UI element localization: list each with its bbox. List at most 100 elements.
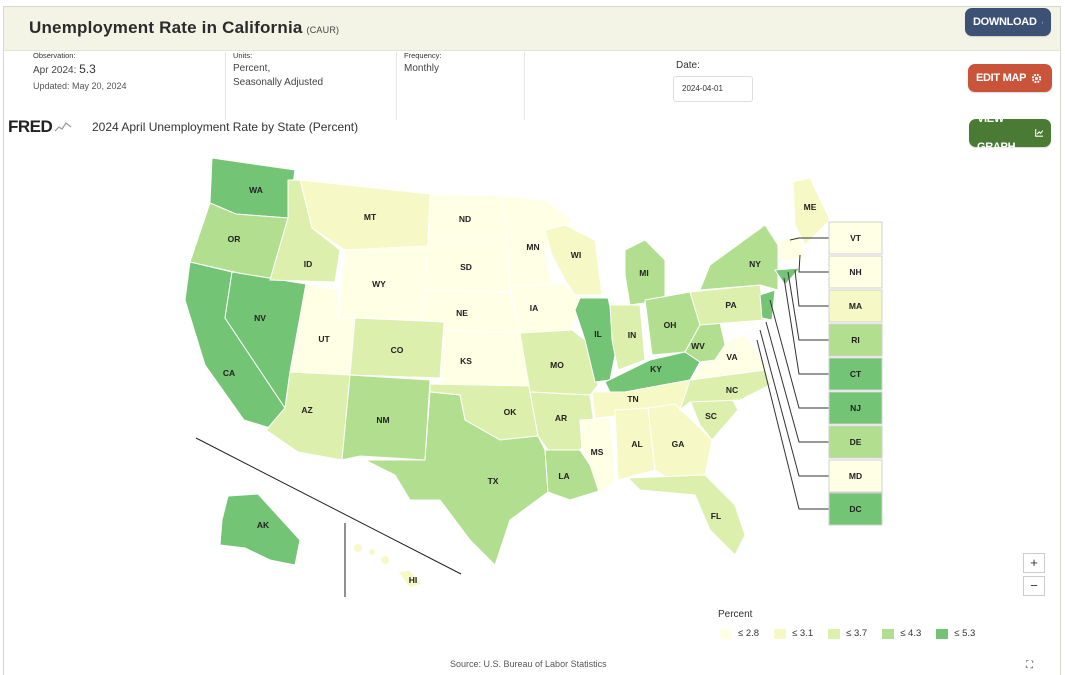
legend-label: ≤ 4.3 — [900, 628, 922, 639]
state-nm[interactable] — [341, 374, 431, 461]
state-ia[interactable] — [509, 283, 581, 334]
observation-value: 5.3 — [79, 62, 96, 76]
download-button[interactable]: DOWNLOAD — [965, 8, 1051, 36]
state-ms[interactable] — [579, 417, 616, 496]
state-label: SD — [460, 262, 472, 272]
legend-item: ≤ 5.3 — [936, 628, 975, 639]
state-label: IA — [530, 303, 539, 313]
small-state-label: DE — [850, 437, 862, 447]
legend-label: ≤ 3.7 — [846, 628, 868, 639]
small-state-box-dc[interactable] — [828, 492, 883, 526]
state-label: AK — [257, 520, 270, 530]
state-wi[interactable] — [544, 224, 603, 296]
units-block: Units: Percent, Seasonally Adjusted — [233, 51, 323, 90]
state-ks[interactable] — [439, 329, 531, 387]
legend-item: ≤ 4.3 — [882, 628, 921, 639]
state-ctnj[interactable] — [774, 267, 802, 286]
state-label: CA — [223, 368, 235, 378]
gear-icon — [1031, 73, 1042, 83]
state-label: OR — [228, 234, 241, 244]
map-title: 2024 April Unemployment Rate by State (P… — [92, 120, 359, 134]
divider — [225, 52, 226, 120]
state-label: FL — [711, 511, 721, 521]
observation-label: Observation: — [33, 51, 76, 60]
state-label: NC — [726, 385, 738, 395]
state-tx[interactable] — [364, 391, 549, 566]
date-input[interactable]: 2024-04-01 — [673, 76, 753, 102]
small-state-label: CT — [850, 369, 862, 379]
small-state-box-md[interactable] — [828, 459, 883, 493]
small-state-box-nh[interactable] — [828, 255, 883, 289]
state-label: MI — [639, 268, 648, 278]
small-state-box-ri[interactable] — [828, 323, 883, 357]
small-state-label: VT — [850, 233, 862, 243]
state-hi-island[interactable] — [354, 544, 362, 552]
state-mn[interactable] — [501, 195, 573, 287]
title-text: Unemployment Rate in California — [29, 18, 303, 37]
expand-icon[interactable]: ⛶ — [1026, 660, 1033, 671]
state-ne6[interactable] — [777, 235, 806, 263]
state-ak[interactable] — [219, 493, 301, 566]
units-line2: Seasonally Adjusted — [233, 77, 324, 88]
legend-item: ≤ 2.8 — [720, 628, 759, 639]
small-state-box-nj[interactable] — [828, 391, 883, 425]
callout-line — [794, 269, 829, 307]
header-bar: Unemployment Rate in California (CAUR) — [4, 7, 1060, 51]
state-nj2[interactable] — [759, 289, 776, 321]
state-label: AZ — [301, 405, 312, 415]
callout-line — [787, 271, 829, 341]
source-note: Source: U.S. Bureau of Labor Statistics — [450, 659, 607, 669]
small-state-label: NH — [849, 267, 861, 277]
small-state-box-de[interactable] — [828, 425, 883, 459]
state-label: WA — [249, 185, 263, 195]
state-hi-island[interactable] — [381, 556, 389, 564]
state-hi[interactable] — [397, 569, 423, 589]
view-graph-label: VIEW GRAPH — [977, 113, 1016, 153]
state-label: KS — [460, 356, 472, 366]
state-label: WY — [372, 279, 386, 289]
state-label: IN — [628, 330, 637, 340]
callout-line — [765, 321, 829, 443]
state-label: PA — [725, 300, 736, 310]
small-state-label: RI — [851, 335, 860, 345]
view-graph-button[interactable]: VIEW GRAPH — [969, 113, 1051, 153]
download-label: DOWNLOAD — [973, 16, 1037, 28]
edit-map-button[interactable]: EDIT MAP — [968, 64, 1052, 92]
updated-date: Updated: May 20, 2024 — [33, 81, 127, 91]
frequency-label: Frequency: — [404, 51, 442, 60]
state-label: LA — [558, 471, 569, 481]
state-hi-island[interactable] — [369, 549, 375, 555]
state-label: MO — [550, 360, 564, 370]
zoom-out-button[interactable]: − — [1023, 576, 1045, 596]
state-label: WV — [691, 341, 705, 351]
state-label: NE — [456, 308, 468, 318]
inset-divider-line — [195, 437, 462, 575]
state-fl[interactable] — [626, 474, 746, 556]
state-label: KY — [650, 364, 662, 374]
state-label: NV — [254, 313, 266, 323]
state-label: CO — [391, 345, 404, 355]
callout-line — [783, 277, 829, 375]
download-icon — [1041, 21, 1043, 23]
small-state-box-ct[interactable] — [828, 357, 883, 391]
observation-block: Observation: Apr 2024: 5.3 Updated: May … — [33, 51, 127, 91]
divider — [396, 52, 397, 120]
state-in[interactable] — [609, 304, 646, 371]
small-state-box-vt[interactable] — [828, 221, 883, 255]
state-al[interactable] — [614, 407, 656, 481]
edit-map-label: EDIT MAP — [976, 72, 1027, 84]
state-ny[interactable] — [699, 224, 779, 291]
units-label: Units: — [233, 51, 253, 60]
legend-swatch — [882, 628, 895, 639]
units-line1: Percent, — [233, 63, 271, 74]
state-label: GA — [672, 439, 685, 449]
small-state-box-ma[interactable] — [828, 289, 883, 323]
state-label: OK — [504, 407, 518, 417]
state-me[interactable] — [792, 177, 831, 246]
zoom-in-button[interactable]: + — [1023, 553, 1045, 573]
state-label: TN — [627, 394, 638, 404]
callout-line — [789, 237, 829, 241]
state-label: AL — [631, 439, 642, 449]
legend-swatch — [828, 628, 841, 639]
